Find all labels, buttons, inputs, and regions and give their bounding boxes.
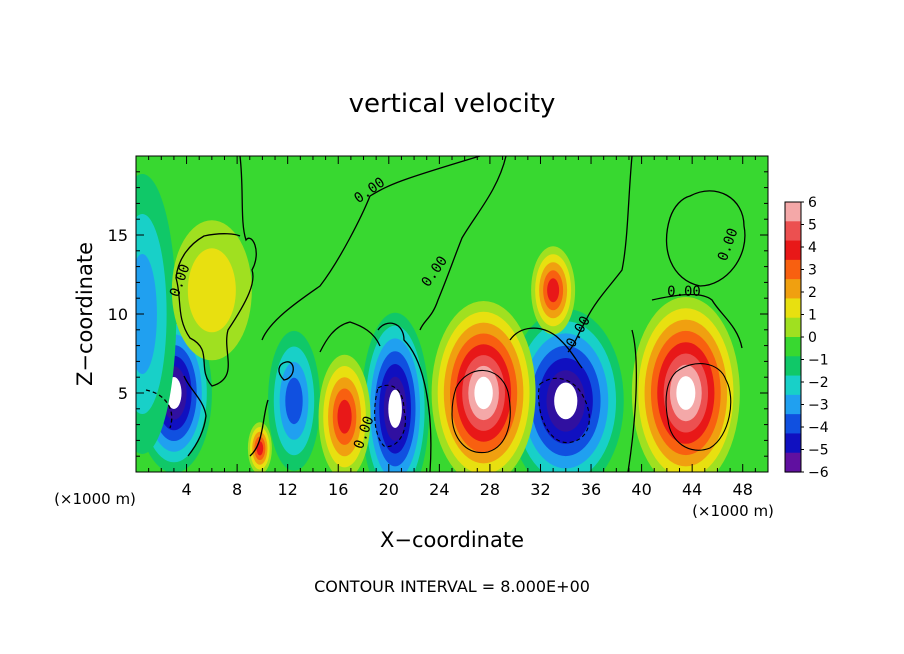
x-axis-label: X−coordinate [380, 528, 524, 552]
y-tick-label: 15 [108, 226, 128, 245]
x-tick-label: 28 [480, 480, 500, 499]
x-tick-label: 8 [232, 480, 242, 499]
zero-contour-line [183, 375, 207, 457]
colorbar-swatch [785, 394, 801, 415]
colorbar-label: −4 [808, 420, 829, 436]
colorbar-swatch [785, 202, 801, 222]
colorbar-swatch [785, 279, 801, 300]
colorbar-swatch [785, 452, 801, 473]
x-tick-label: 36 [581, 480, 601, 499]
contour-interval-note: CONTOUR INTERVAL = 8.000E+00 [314, 577, 590, 596]
downdraft-cell [136, 254, 157, 374]
colorbar-swatch [785, 433, 801, 454]
negative-contour-line [537, 377, 590, 444]
zero-contour-line [278, 361, 294, 381]
x-tick-label: 48 [733, 480, 753, 499]
zero-contour-line [175, 156, 257, 387]
colorbar-swatch [785, 375, 801, 396]
z-axis-unit: (×1000 m) [54, 490, 136, 508]
colorbar-swatch [785, 356, 801, 377]
updraft-cell [676, 376, 696, 410]
colorbar-swatch [785, 221, 801, 242]
zero-contour-line [665, 190, 746, 287]
zero-contours [145, 156, 746, 472]
y-tick-label: 10 [108, 305, 128, 324]
y-axis: 5 10 15 [108, 171, 768, 457]
colorbar-label: 4 [808, 240, 817, 256]
x-tick-label: 20 [379, 480, 399, 499]
colorbar-label: 3 [808, 263, 817, 279]
colorbar-swatch [785, 337, 801, 357]
zero-contour-line [651, 293, 743, 349]
zero-contour-line [419, 156, 507, 331]
colorbar-label: −3 [808, 398, 829, 414]
y-tick-label: 5 [118, 384, 128, 403]
zero-contour-line [377, 322, 432, 472]
colorbar-label: 5 [808, 218, 817, 234]
colorbar-label: −5 [808, 443, 829, 459]
zero-contour-line [627, 329, 637, 472]
velocity-field [136, 174, 740, 472]
x-tick-label: 40 [631, 480, 651, 499]
zero-contour-line [567, 156, 633, 353]
x-tick-label: 44 [682, 480, 702, 499]
colorbar-label: 2 [808, 285, 817, 301]
plot-area: 0.000.000.000.000.000.000.00 [135, 155, 769, 473]
colorbar-label: −6 [808, 465, 829, 481]
updraft-cell [337, 399, 352, 434]
colorbar-swatch [785, 240, 801, 261]
x-tick-label: 16 [328, 480, 348, 499]
colorbar-swatch [785, 317, 801, 338]
positive-contour-line [665, 363, 732, 451]
updraft-cell [256, 441, 264, 456]
colorbar-label: −2 [808, 375, 829, 391]
colorbar-label: 6 [808, 195, 817, 211]
downdraft-cell [285, 377, 303, 425]
x-tick-label: 32 [530, 480, 550, 499]
x-tick-label: 4 [181, 480, 191, 499]
colorbar-label: 1 [808, 308, 817, 324]
colorbar-swatch [785, 298, 801, 319]
zero-contour-line [261, 156, 481, 341]
y-axis-label: Z−coordinate [73, 242, 97, 386]
x-tick-label: 12 [278, 480, 298, 499]
updraft-cell [474, 376, 493, 410]
x-axis-unit: (×1000 m) [692, 502, 774, 520]
x-tick-label: 24 [429, 480, 449, 499]
zero-contour-line [249, 399, 269, 457]
x-axis: 4 8 12 16 20 24 28 32 36 40 44 48 [148, 156, 756, 499]
zero-contour-line [319, 321, 381, 353]
negative-contour-line [374, 384, 406, 448]
contour-label: 0.00 [667, 284, 701, 300]
positive-contour-line [451, 369, 511, 454]
colorbar: 6 5 4 3 2 1 0 −1 −2 −3 −4 −5 −6 [784, 195, 829, 481]
colorbar-swatch [785, 414, 801, 435]
downdraft-cell [388, 389, 402, 428]
zero-contour-line [509, 327, 583, 369]
chart-title: vertical velocity [349, 89, 556, 119]
colorbar-swatch [785, 259, 801, 280]
updraft-cell [187, 248, 236, 333]
colorbar-label: −1 [808, 353, 829, 369]
downdraft-cell [554, 382, 578, 420]
colorbar-label: 0 [808, 330, 817, 346]
updraft-cell [547, 278, 560, 303]
